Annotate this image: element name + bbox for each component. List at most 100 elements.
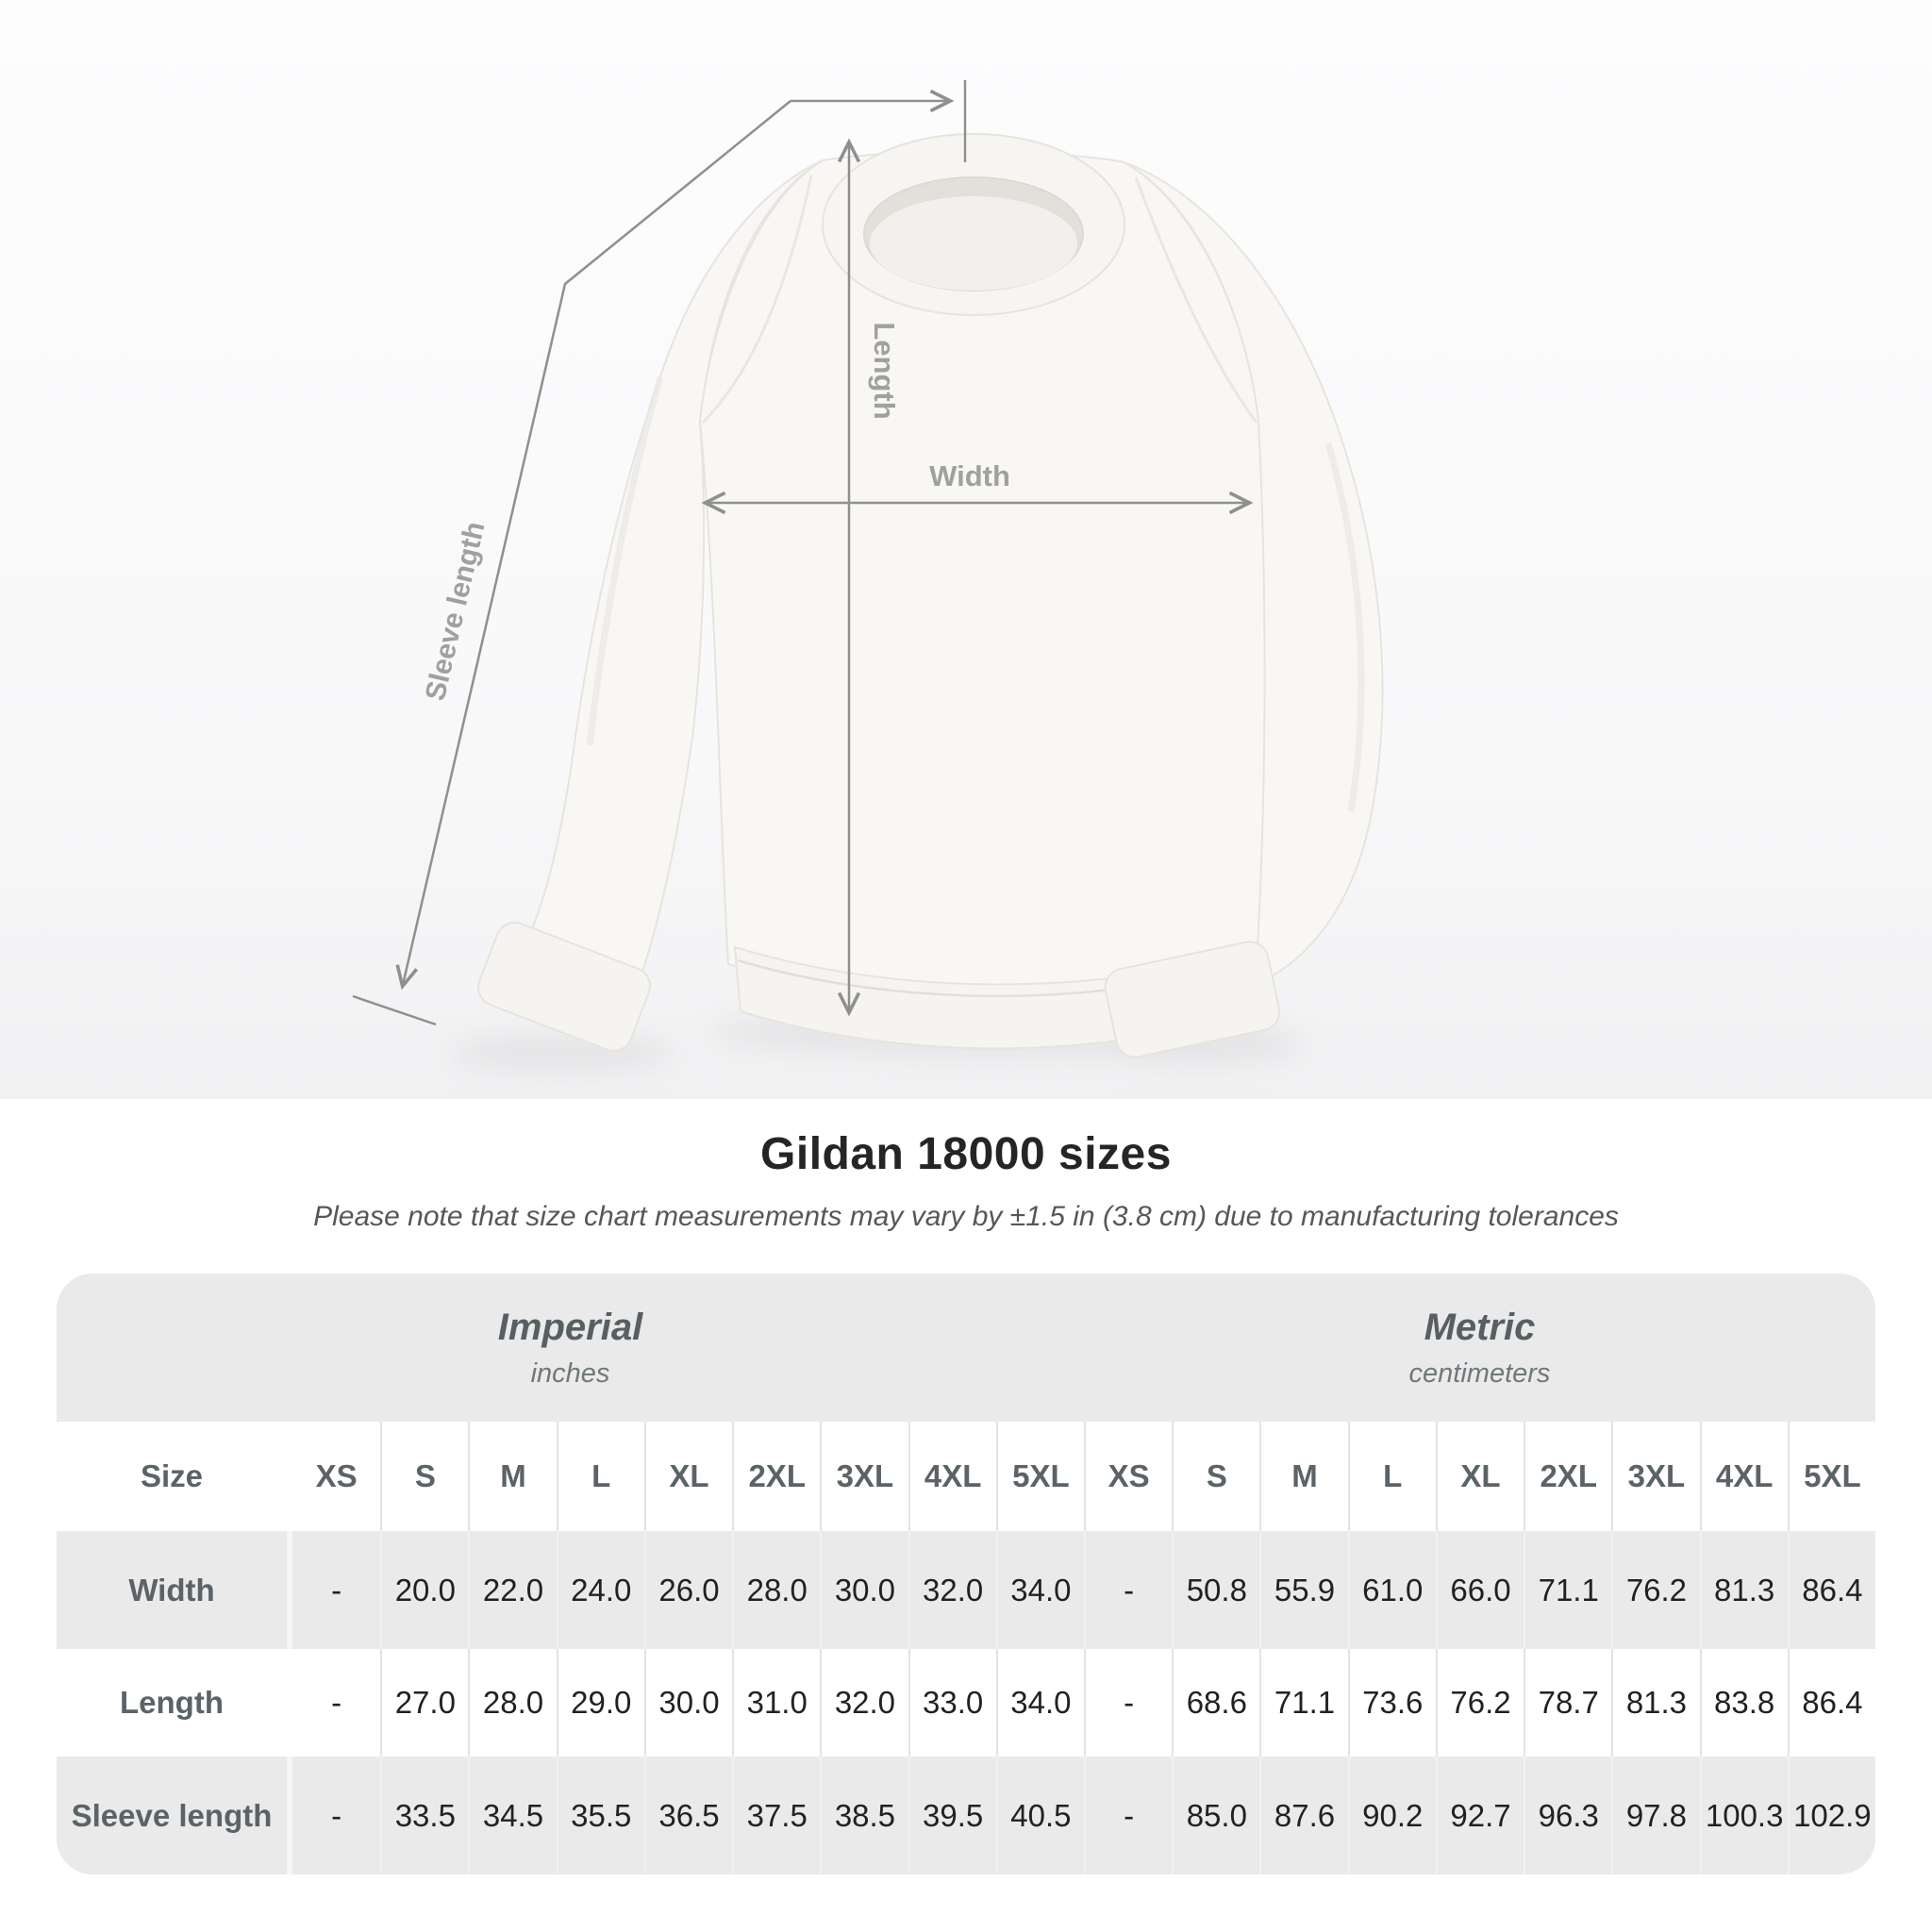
value-cell: 22.0 (468, 1531, 557, 1649)
column-gap (287, 1757, 292, 1874)
length-label: Length (868, 322, 901, 419)
value-cell: 81.3 (1699, 1531, 1788, 1649)
size-header-cell: XL (643, 1422, 733, 1531)
row-label: Length (57, 1649, 287, 1757)
size-header-cell: XS (292, 1422, 381, 1531)
value-cell: - (1083, 1531, 1173, 1649)
value-cell: 96.3 (1524, 1757, 1612, 1874)
size-header-cell: 4XL (908, 1422, 996, 1531)
value-cell: 73.6 (1347, 1649, 1436, 1757)
value-cell: 86.4 (1787, 1649, 1875, 1757)
collar (822, 133, 1125, 316)
size-header-cell: 2XL (1524, 1422, 1612, 1531)
size-header-cell: L (1347, 1422, 1436, 1531)
right-cuff (1104, 941, 1281, 1058)
value-cell: 83.8 (1699, 1649, 1788, 1757)
size-column-header: Size (57, 1422, 287, 1531)
size-header-cell: 5XL (995, 1422, 1084, 1531)
value-cell: - (292, 1531, 381, 1649)
size-header-cell: S (1172, 1422, 1260, 1531)
size-header-cell: 2XL (732, 1422, 821, 1531)
value-cell: 97.8 (1611, 1757, 1700, 1874)
sleeve-length-arrow (395, 100, 791, 991)
group-header-imperial: Imperial inches (57, 1274, 1084, 1422)
size-table: Imperial inches Metric centimeters Size XS S M L… (57, 1274, 1875, 1874)
unit-group-label: Imperial (497, 1306, 643, 1348)
size-header-cell: 3XL (1611, 1422, 1700, 1531)
value-cell: 68.6 (1172, 1649, 1260, 1757)
value-cell: 39.5 (908, 1757, 996, 1874)
value-cell: 92.7 (1435, 1757, 1524, 1874)
value-cell: 30.0 (643, 1649, 733, 1757)
value-cell: 76.2 (1435, 1649, 1524, 1757)
value-cell: 86.4 (1787, 1531, 1875, 1649)
value-cell: 40.5 (995, 1757, 1084, 1874)
value-cell: 81.3 (1611, 1649, 1700, 1757)
column-gap (287, 1422, 292, 1531)
value-cell: 36.5 (643, 1757, 733, 1874)
value-cell: 28.0 (732, 1531, 821, 1649)
product-figure: Length Width Sleeve length (0, 0, 1932, 1099)
value-cell: 87.6 (1259, 1757, 1348, 1874)
size-header-cell: S (380, 1422, 469, 1531)
value-cell: 32.0 (820, 1649, 908, 1757)
value-cell: 33.0 (908, 1649, 996, 1757)
size-header-cell: 5XL (1787, 1422, 1875, 1531)
value-cell: 34.0 (995, 1649, 1084, 1757)
value-cell: 24.0 (556, 1531, 644, 1649)
size-header-cell: XS (1083, 1422, 1173, 1531)
value-cell: 61.0 (1347, 1531, 1436, 1649)
width-label: Width (929, 459, 1010, 492)
column-gap (287, 1531, 292, 1649)
unit-group-label: Metric (1424, 1306, 1536, 1348)
column-gap (287, 1649, 292, 1757)
unit-group-unit: inches (530, 1357, 610, 1389)
row-label: Sleeve length (57, 1757, 287, 1874)
row-label: Width (57, 1531, 287, 1649)
tolerance-note: Please note that size chart measurements… (313, 1201, 1619, 1232)
title-block: Gildan 18000 sizes Please note that size… (0, 1128, 1932, 1233)
sleeve-tick (352, 994, 437, 1026)
value-cell: - (292, 1757, 381, 1874)
value-cell: 32.0 (908, 1531, 996, 1649)
value-cell: 27.0 (380, 1649, 469, 1757)
value-cell: 31.0 (732, 1649, 821, 1757)
size-header-cell: M (468, 1422, 557, 1531)
value-cell: 66.0 (1435, 1531, 1524, 1649)
value-cell: 29.0 (556, 1649, 644, 1757)
size-header-cell: XL (1435, 1422, 1524, 1531)
value-cell: 85.0 (1172, 1757, 1260, 1874)
value-cell: - (1083, 1757, 1173, 1874)
value-cell: 71.1 (1524, 1531, 1612, 1649)
value-cell: 71.1 (1259, 1649, 1348, 1757)
page-title: Gildan 18000 sizes (760, 1129, 1172, 1179)
value-cell: - (1083, 1649, 1173, 1757)
value-cell: 50.8 (1172, 1531, 1260, 1649)
value-cell: 37.5 (732, 1757, 821, 1874)
value-cell: 55.9 (1259, 1531, 1348, 1649)
value-cell: 102.9 (1787, 1757, 1875, 1874)
size-header-cell: M (1259, 1422, 1348, 1531)
measurement-lines (352, 80, 1254, 1026)
sweatshirt-diagram: Length Width Sleeve length (0, 0, 1932, 1099)
value-cell: 34.5 (468, 1757, 557, 1874)
value-cell: 34.0 (995, 1531, 1084, 1649)
size-header-cell: 4XL (1699, 1422, 1788, 1531)
value-cell: 28.0 (468, 1649, 557, 1757)
value-cell: 30.0 (820, 1531, 908, 1649)
value-cell: 33.5 (380, 1757, 469, 1874)
value-cell: - (292, 1649, 381, 1757)
size-header-cell: L (556, 1422, 644, 1531)
value-cell: 35.5 (556, 1757, 644, 1874)
value-cell: 20.0 (380, 1531, 469, 1649)
value-cell: 26.0 (643, 1531, 733, 1649)
value-cell: 90.2 (1347, 1757, 1436, 1874)
value-cell: 76.2 (1611, 1531, 1700, 1649)
value-cell: 100.3 (1699, 1757, 1788, 1874)
unit-group-unit: centimeters (1408, 1357, 1551, 1389)
value-cell: 78.7 (1524, 1649, 1612, 1757)
value-cell: 38.5 (820, 1757, 908, 1874)
left-cuff (477, 922, 651, 1052)
group-header-metric: Metric centimeters (1083, 1274, 1875, 1422)
size-header-cell: 3XL (820, 1422, 908, 1531)
